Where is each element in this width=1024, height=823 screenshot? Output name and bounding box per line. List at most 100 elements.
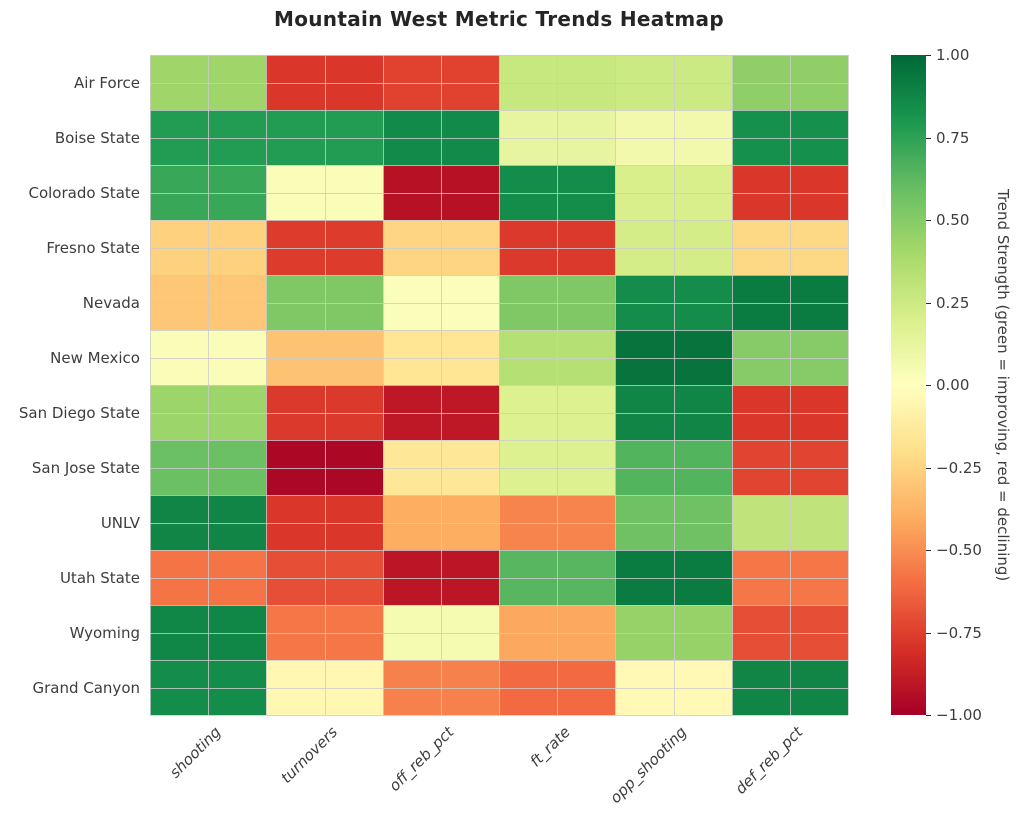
heatmap-cell [383, 550, 499, 605]
heatmap-cell [615, 220, 732, 275]
colorbar [891, 55, 926, 715]
colorbar-tick-mark [926, 303, 931, 304]
x-tick-label: off_reb_pct [385, 723, 458, 795]
colorbar-tick-mark [926, 55, 931, 56]
heatmap-cell [383, 220, 499, 275]
heatmap-cell [499, 330, 615, 385]
heatmap-cell [150, 605, 266, 660]
heatmap-cell [499, 660, 615, 715]
heatmap-cell [499, 110, 615, 165]
heatmap-cell [499, 605, 615, 660]
colorbar-tick-mark [926, 385, 931, 386]
heatmap-cell [383, 385, 499, 440]
y-tick-label: Utah State [59, 569, 140, 587]
colorbar-tick-label: −0.75 [936, 624, 982, 642]
colorbar-tick-label: 0.75 [936, 129, 970, 147]
heatmap-cell [150, 165, 266, 220]
heatmap-cell [732, 275, 848, 330]
y-tick-label: San Jose State [31, 459, 140, 477]
x-tick-label: ft_rate [526, 723, 574, 771]
heatmap-cell [732, 660, 848, 715]
colorbar-tick-label: −0.25 [936, 459, 982, 477]
heatmap-cell [383, 55, 499, 110]
x-tick-label: def_reb_pct [732, 723, 807, 798]
heatmap-cell [615, 495, 732, 550]
heatmap-cell [732, 550, 848, 605]
heatmap-cell [615, 275, 732, 330]
heatmap-cell [499, 440, 615, 495]
colorbar-tick-mark [926, 633, 931, 634]
heatmap-cell [383, 495, 499, 550]
heatmap-cell [615, 330, 732, 385]
y-tick-label: Boise State [54, 129, 140, 147]
y-tick-label: Grand Canyon [32, 679, 140, 697]
heatmap-cell [266, 55, 383, 110]
colorbar-tick-label: 0.00 [936, 376, 970, 394]
x-tick-label: turnovers [276, 723, 341, 787]
heatmap-cell [383, 660, 499, 715]
colorbar-tick-mark [926, 138, 931, 139]
heatmap-cell [499, 275, 615, 330]
heatmap-cell [383, 605, 499, 660]
heatmap-cell [266, 660, 383, 715]
heatmap-cell [150, 55, 266, 110]
heatmap-cell [615, 550, 732, 605]
heatmap-cell [383, 275, 499, 330]
heatmap-cell [615, 165, 732, 220]
heatmap-cell [383, 440, 499, 495]
colorbar-tick-label: 0.50 [936, 211, 970, 229]
colorbar-tick-mark [926, 550, 931, 551]
heatmap-cell [615, 110, 732, 165]
y-tick-label: Air Force [74, 74, 140, 92]
heatmap-cell [615, 660, 732, 715]
heatmap [150, 55, 849, 716]
y-tick-label: San Diego State [18, 404, 140, 422]
heatmap-cell [150, 495, 266, 550]
heatmap-cell [266, 440, 383, 495]
heatmap-cell [266, 110, 383, 165]
heatmap-cell [266, 275, 383, 330]
heatmap-cell [150, 330, 266, 385]
colorbar-tick-mark [926, 468, 931, 469]
y-tick-label: UNLV [100, 514, 140, 532]
heatmap-cell [732, 330, 848, 385]
heatmap-cell [383, 165, 499, 220]
colorbar-tick-mark [926, 715, 931, 716]
heatmap-cell [499, 385, 615, 440]
y-tick-label: Colorado State [28, 184, 140, 202]
heatmap-cell [732, 440, 848, 495]
heatmap-cell [150, 110, 266, 165]
heatmap-cell [499, 495, 615, 550]
y-tick-label: Nevada [82, 294, 140, 312]
heatmap-cell [266, 550, 383, 605]
heatmap-cell [266, 330, 383, 385]
heatmap-cell [732, 495, 848, 550]
heatmap-cell [383, 110, 499, 165]
grid-line-vertical [848, 55, 849, 715]
grid-line-horizontal [150, 715, 848, 716]
heatmap-cell [499, 220, 615, 275]
heatmap-cell [499, 550, 615, 605]
colorbar-tick-label: 0.25 [936, 294, 970, 312]
heatmap-cell [732, 110, 848, 165]
colorbar-tick-label: 1.00 [936, 46, 970, 64]
heatmap-cell [499, 55, 615, 110]
y-tick-label: Wyoming [69, 624, 140, 642]
heatmap-cell [615, 385, 732, 440]
heatmap-cell [150, 385, 266, 440]
heatmap-cell [732, 55, 848, 110]
heatmap-cell [615, 440, 732, 495]
heatmap-cell [266, 385, 383, 440]
heatmap-cell [732, 385, 848, 440]
heatmap-cell [150, 660, 266, 715]
heatmap-cell [732, 605, 848, 660]
heatmap-cell [732, 165, 848, 220]
y-tick-label: New Mexico [50, 349, 140, 367]
heatmap-cell [615, 605, 732, 660]
heatmap-cell [266, 220, 383, 275]
colorbar-tick-label: −1.00 [936, 706, 982, 724]
heatmap-cell [150, 220, 266, 275]
chart-title: Mountain West Metric Trends Heatmap [274, 7, 724, 31]
heatmap-cell [266, 495, 383, 550]
